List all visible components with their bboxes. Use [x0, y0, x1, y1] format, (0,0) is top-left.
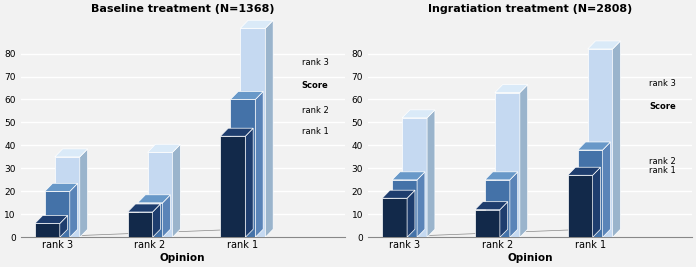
Polygon shape	[392, 180, 417, 237]
Polygon shape	[255, 92, 263, 237]
Polygon shape	[70, 183, 78, 237]
Polygon shape	[417, 172, 425, 237]
X-axis label: Opinion: Opinion	[507, 253, 553, 263]
Polygon shape	[163, 195, 171, 237]
Polygon shape	[148, 144, 180, 152]
Polygon shape	[485, 172, 518, 180]
Polygon shape	[427, 110, 435, 237]
Polygon shape	[402, 118, 427, 237]
Text: Score: Score	[301, 81, 329, 90]
Polygon shape	[475, 202, 507, 210]
Polygon shape	[495, 85, 528, 93]
Polygon shape	[45, 191, 70, 237]
Polygon shape	[587, 49, 612, 237]
Polygon shape	[35, 223, 60, 237]
Polygon shape	[520, 85, 528, 237]
Title: Baseline treatment (N=1368): Baseline treatment (N=1368)	[90, 4, 274, 14]
Polygon shape	[221, 136, 245, 237]
Text: rank 1: rank 1	[301, 127, 329, 136]
Text: rank 3: rank 3	[301, 58, 329, 67]
Polygon shape	[603, 142, 610, 237]
Polygon shape	[152, 204, 160, 237]
Polygon shape	[587, 41, 620, 49]
Text: rank 2: rank 2	[301, 107, 329, 115]
Polygon shape	[265, 20, 273, 237]
Polygon shape	[45, 183, 78, 191]
Polygon shape	[230, 100, 255, 237]
Polygon shape	[35, 215, 68, 223]
Polygon shape	[510, 172, 518, 237]
Text: rank 3: rank 3	[649, 79, 676, 88]
Title: Ingratiation treatment (N=2808): Ingratiation treatment (N=2808)	[428, 4, 632, 14]
Text: rank 2: rank 2	[649, 157, 676, 166]
Polygon shape	[173, 144, 180, 237]
X-axis label: Opinion: Opinion	[160, 253, 205, 263]
Polygon shape	[60, 215, 68, 237]
Polygon shape	[500, 202, 507, 237]
Polygon shape	[221, 128, 253, 136]
Polygon shape	[495, 93, 520, 237]
Polygon shape	[612, 41, 620, 237]
Polygon shape	[578, 142, 610, 150]
Text: rank 1: rank 1	[649, 166, 676, 175]
Polygon shape	[475, 210, 500, 237]
Polygon shape	[568, 167, 601, 175]
Polygon shape	[138, 195, 171, 203]
Polygon shape	[568, 175, 592, 237]
Polygon shape	[138, 203, 163, 237]
Polygon shape	[382, 190, 415, 198]
Polygon shape	[402, 110, 435, 118]
Polygon shape	[392, 172, 425, 180]
Polygon shape	[148, 152, 173, 237]
Polygon shape	[127, 212, 152, 237]
Polygon shape	[127, 204, 160, 212]
Text: Score: Score	[649, 102, 676, 111]
Polygon shape	[592, 167, 601, 237]
Polygon shape	[407, 190, 415, 237]
Polygon shape	[485, 180, 510, 237]
Polygon shape	[80, 149, 88, 237]
Polygon shape	[578, 150, 603, 237]
Polygon shape	[55, 157, 80, 237]
Polygon shape	[55, 149, 88, 157]
Polygon shape	[240, 28, 265, 237]
Polygon shape	[382, 198, 407, 237]
Polygon shape	[240, 20, 273, 28]
Polygon shape	[230, 92, 263, 100]
Polygon shape	[245, 128, 253, 237]
